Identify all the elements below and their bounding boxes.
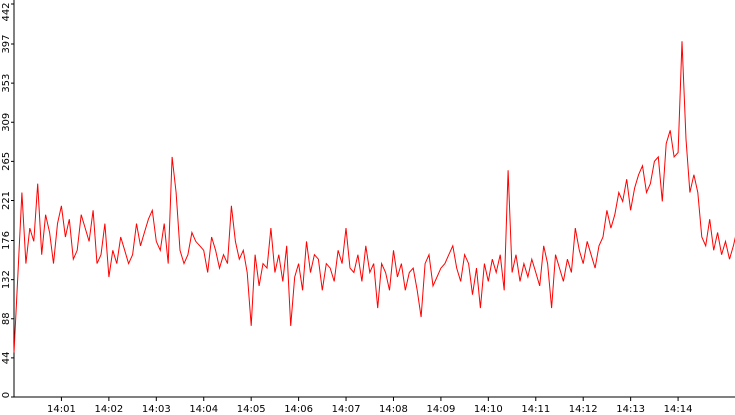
y-tick-label: 132 [1, 270, 12, 289]
y-tick-label: 353 [1, 74, 12, 93]
y-tick-label: 265 [1, 152, 12, 171]
y-tick-label: 0 [1, 392, 12, 398]
x-tick-label: 14:04 [189, 404, 218, 415]
x-tick-label: 14:07 [332, 404, 361, 415]
x-tick-label: 14:10 [474, 404, 503, 415]
y-tick-label: 221 [1, 191, 12, 210]
y-tick-label: 309 [1, 113, 12, 132]
x-axis-ticks: 14:01 14:02 14:03 14:04 14:05 14:06 14:07 14:08… [47, 397, 692, 415]
series-line [13, 41, 735, 353]
x-tick-label: 14:01 [47, 404, 76, 415]
x-tick-label: 14:08 [379, 404, 408, 415]
x-tick-label: 14:03 [142, 404, 171, 415]
y-tick-label: 442 [1, 2, 12, 21]
y-tick-label: 397 [1, 34, 12, 53]
x-tick-label: 14:12 [569, 404, 598, 415]
x-tick-label: 14:14 [664, 404, 693, 415]
y-tick-label: 176 [1, 231, 12, 250]
y-axis-ticks: 0 44 88 132 176 221 265 309 353 397 442 [1, 2, 14, 398]
x-tick-label: 14:11 [521, 404, 550, 415]
y-tick-label: 88 [1, 312, 12, 325]
x-tick-label: 14:05 [237, 404, 266, 415]
x-tick-label: 14:13 [616, 404, 645, 415]
x-tick-label: 14:02 [94, 404, 123, 415]
x-tick-label: 14:06 [284, 404, 313, 415]
y-tick-label: 44 [1, 352, 12, 365]
x-tick-label: 14:09 [426, 404, 455, 415]
